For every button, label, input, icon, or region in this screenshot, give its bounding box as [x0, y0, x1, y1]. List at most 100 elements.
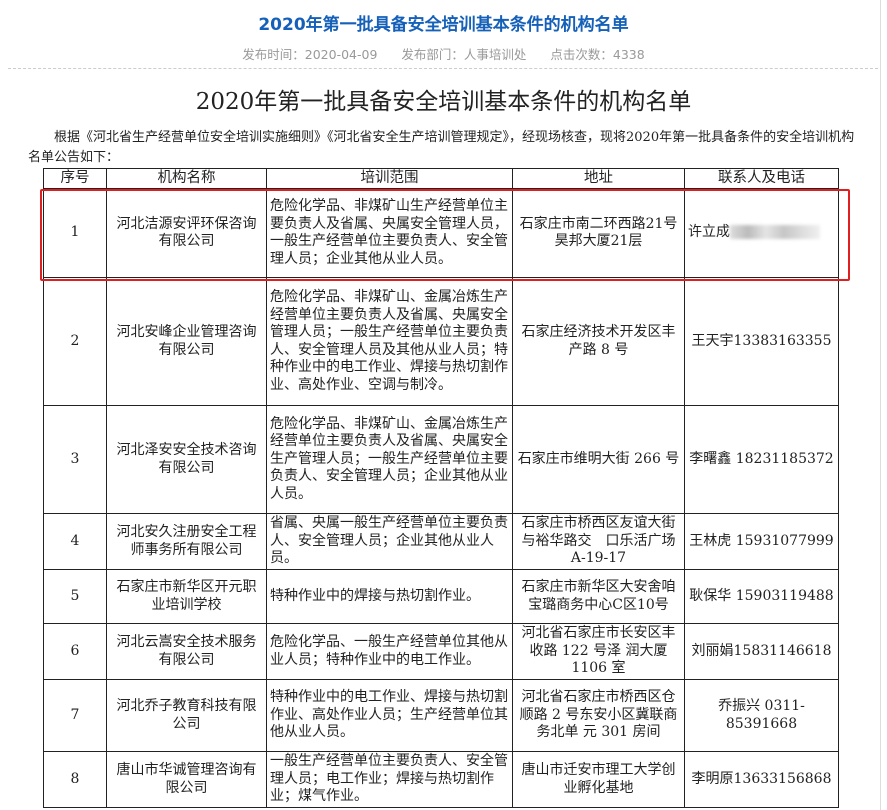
address-text: 石家庄市维明大街 266 号	[517, 450, 680, 467]
row-number-text: 6	[70, 642, 80, 659]
contact: 王林虎 15931077999	[684, 513, 839, 570]
row-number: 8	[43, 751, 107, 808]
institution-name-text: 河北安峰企业管理咨询有限公司	[116, 324, 257, 358]
address-text: 唐山市迁安市理工大学创业孵化基地	[521, 762, 676, 796]
page-header-title: 2020年第一批具备安全培训基本条件的机构名单	[258, 15, 629, 35]
contact: 李明原13633156868	[684, 751, 839, 808]
contact-text: 刘丽娟15831146618	[691, 642, 832, 659]
redacted-phone	[730, 225, 820, 240]
address: 唐山市迁安市理工大学创业孵化基地	[512, 751, 685, 808]
training-scope: 危险化学品、非煤矿山、金属冶炼生产经营单位主要负责人及省属、央属安全生产管理人员…	[266, 405, 513, 514]
contact-text: 许立成	[688, 224, 730, 241]
article-intro: 根据《河北省生产经营单位安全培训实施细则》《河北省安全生产培训管理规定》，经现场…	[28, 130, 855, 165]
contact: 李曙鑫 18231185372	[684, 405, 839, 514]
institution-name-text: 河北洁源安评环保咨询有限公司	[116, 215, 257, 250]
address-text: 石家庄市桥西区友谊大街与裕华路交 口乐活广场 A-19-17	[521, 515, 676, 567]
contact: 许立成	[684, 188, 839, 278]
address: 石家庄市维明大街 266 号	[512, 405, 685, 514]
training-scope: 危险化学品、非煤矿山生产经营单位主要负责人及省属、央属安全管理人员，一般生产经营…	[266, 188, 513, 278]
header-scope: 培训范围	[266, 168, 513, 189]
table-row: 7 河北乔子教育科技有限公司 特种作业中的电工作业、焊接与热切割作业、高处作业人员；…	[43, 679, 839, 752]
institution-name: 河北安久注册安全工程师事务所有限公司	[106, 513, 267, 570]
institution-name: 唐山市华诚管理咨询有限公司	[106, 751, 267, 808]
address-text: 河北省石家庄市长安区丰收路 122 号泽 润大厦 1106 室	[521, 625, 676, 677]
row-number: 3	[43, 405, 107, 514]
training-scope-text: 省属、央属一般生产经营单位主要负责人、安全管理人员；企业其他从业人员。	[270, 515, 508, 567]
training-scope-text: 危险化学品、一般生产经营单位其他从业人员；特种作业中的电工作业。	[270, 634, 508, 668]
training-scope: 省属、央属一般生产经营单位主要负责人、安全管理人员；企业其他从业人员。	[266, 513, 513, 570]
training-scope: 特种作业中的焊接与热切割作业。	[266, 569, 513, 624]
page-edge-divider	[880, 0, 881, 810]
header-address: 地址	[512, 168, 685, 189]
table-row: 4 河北安久注册安全工程师事务所有限公司 省属、央属一般生产经营单位主要负责人、安全…	[43, 513, 839, 570]
header-name: 机构名称	[106, 168, 267, 189]
contact: 耿保华 15903119488	[684, 569, 839, 624]
institution-name-text: 唐山市华诚管理咨询有限公司	[116, 762, 257, 796]
row-number-text: 3	[70, 450, 80, 467]
header-no: 序号	[43, 168, 107, 189]
address: 石家庄市南二环西路21号昊邦大厦21层	[512, 188, 685, 278]
row-number-text: 5	[70, 587, 80, 604]
training-scope-text: 特种作业中的电工作业、焊接与热切割作业、高处作业人员；生产经营单位其他从业人员。	[270, 689, 508, 741]
row-number: 7	[43, 679, 107, 752]
institution-name-text: 河北安久注册安全工程师事务所有限公司	[116, 524, 257, 558]
institution-name: 河北云嵩安全技术服务有限公司	[106, 623, 267, 680]
table-row: 5 石家庄市新华区开元职业培训学校 特种作业中的焊接与热切割作业。 石家庄市新华区大安…	[43, 569, 839, 624]
training-scope: 危险化学品、非煤矿山、金属冶炼生产经营单位主要负责人及省属、央属安全管理人员；一…	[266, 277, 513, 406]
institution-name: 河北洁源安评环保咨询有限公司	[106, 188, 267, 278]
training-scope: 一般生产经营单位主要负责人、安全管理人员；电工作业；焊接与热切割作业；煤气作业。	[266, 751, 513, 808]
contact: 王天宇13383163355	[684, 277, 839, 406]
address: 石家庄市新华区大安舍咱宝璐商务中心C区10号	[512, 569, 685, 624]
institution-name-text: 石家庄市新华区开元职业培训学校	[116, 579, 257, 613]
contact-text: 李曙鑫 18231185372	[689, 450, 834, 467]
institution-name: 石家庄市新华区开元职业培训学校	[106, 569, 267, 624]
row-number: 5	[43, 569, 107, 624]
contact-text: 王林虎 15931077999	[689, 532, 834, 549]
contact-text: 王天宇13383163355	[691, 332, 832, 349]
institution-name-text: 河北云嵩安全技术服务有限公司	[116, 634, 257, 668]
contact: 乔振兴 0311-85391668	[684, 679, 839, 752]
training-scope: 危险化学品、一般生产经营单位其他从业人员；特种作业中的电工作业。	[266, 623, 513, 680]
row-number: 1	[43, 188, 107, 278]
contact-text: 耿保华 15903119488	[689, 587, 834, 604]
address-text: 河北省石家庄市桥西区仓顺路 2 号东安小区冀联商务北单 元 301 房间	[519, 689, 678, 741]
address-text: 石家庄经济技术开发区丰产路 8 号	[521, 324, 676, 358]
article-title: 2020年第一批具备安全培训基本条件的机构名单	[195, 89, 692, 115]
row-number-text: 7	[70, 706, 80, 723]
table-row: 1 河北洁源安评环保咨询有限公司 危险化学品、非煤矿山生产经营单位主要负责人及省属、…	[43, 188, 839, 278]
training-scope: 特种作业中的电工作业、焊接与热切割作业、高处作业人员；生产经营单位其他从业人员。	[266, 679, 513, 752]
row-number: 4	[43, 513, 107, 570]
institution-name-text: 河北泽安安全技术咨询有限公司	[116, 442, 257, 476]
institution-name: 河北泽安安全技术咨询有限公司	[106, 405, 267, 514]
row-number-text: 4	[70, 532, 80, 549]
contact-text: 乔振兴 0311-85391668	[718, 698, 805, 732]
institution-name: 河北乔子教育科技有限公司	[106, 679, 267, 752]
table-row: 2 河北安峰企业管理咨询有限公司 危险化学品、非煤矿山、金属冶炼生产经营单位主要负责…	[43, 277, 839, 406]
contact-text: 李明原13633156868	[691, 770, 832, 787]
training-scope-text: 危险化学品、非煤矿山、金属冶炼生产经营单位主要负责人及省属、央属安全生产管理人员…	[270, 415, 508, 502]
row-number-text: 2	[70, 332, 80, 349]
institution-table: 序号 机构名称 培训范围 地址 联系人及电话 1 河北洁源安评环保咨询有限公司 危险…	[43, 168, 839, 808]
row-number-text: 1	[70, 224, 80, 241]
publish-department: 发布部门：人事培训处	[401, 47, 527, 62]
table-row: 6 河北云嵩安全技术服务有限公司 危险化学品、一般生产经营单位其他从业人员；特种作业…	[43, 623, 839, 680]
publish-time: 发布时间：2020-04-09	[242, 47, 378, 62]
institution-name-text: 河北乔子教育科技有限公司	[116, 698, 257, 732]
institution-name: 河北安峰企业管理咨询有限公司	[106, 277, 267, 406]
article-meta: 发布时间：2020-04-09 发布部门：人事培训处 点击次数：4338	[0, 44, 887, 63]
address-text: 石家庄市南二环西路21号昊邦大厦21层	[519, 215, 678, 250]
contact: 刘丽娟15831146618	[684, 623, 839, 680]
click-count: 点击次数：4338	[550, 47, 645, 62]
address-text: 石家庄市新华区大安舍咱宝璐商务中心C区10号	[521, 579, 676, 613]
row-number: 2	[43, 277, 107, 406]
table-header-row: 序号 机构名称 培训范围 地址 联系人及电话	[43, 168, 839, 189]
row-number-text: 8	[70, 770, 80, 787]
training-scope-text: 一般生产经营单位主要负责人、安全管理人员；电工作业；焊接与热切割作业；煤气作业。	[270, 753, 508, 805]
divider	[8, 68, 878, 69]
address: 河北省石家庄市桥西区仓顺路 2 号东安小区冀联商务北单 元 301 房间	[512, 679, 685, 752]
address: 石家庄经济技术开发区丰产路 8 号	[512, 277, 685, 406]
training-scope-text: 危险化学品、非煤矿山生产经营单位主要负责人及省属、央属安全管理人员，一般生产经营…	[270, 198, 508, 267]
header-contact: 联系人及电话	[684, 168, 839, 189]
table-row: 3 河北泽安安全技术咨询有限公司 危险化学品、非煤矿山、金属冶炼生产经营单位主要负责…	[43, 405, 839, 514]
table-row: 8 唐山市华诚管理咨询有限公司 一般生产经营单位主要负责人、安全管理人员；电工作业；…	[43, 751, 839, 808]
